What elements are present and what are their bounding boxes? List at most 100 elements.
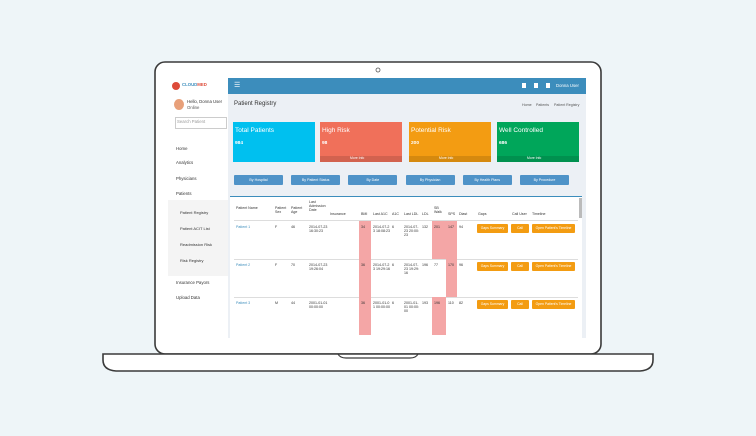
page-title: Patient Registry [234,101,277,107]
menu-item[interactable]: Physicians [176,176,197,181]
search-input[interactable]: Search Patient [175,117,227,129]
filter-label[interactable]: By Hospital [249,178,268,182]
header-rule [234,220,578,221]
stat-card [320,122,402,162]
menu-item[interactable]: Upload Data [176,295,200,300]
action-button[interactable] [511,224,529,233]
submenu-item[interactable]: Patient ACIT List [180,226,210,231]
table-cell: 2001-01-01 00:00:00 [404,301,419,314]
menu-item[interactable]: Patients [176,191,192,196]
action-button[interactable] [477,300,508,309]
table-cell: 6 [392,263,394,267]
table-cell: 2001-01-01 00:00:00 [373,301,390,310]
action-button[interactable] [511,262,529,271]
table-header: Patient Age [291,206,303,215]
patient-link[interactable]: Patient 2 [236,263,251,267]
stat-card [233,122,315,162]
table-cell: F [275,225,278,229]
action-label[interactable]: Gaps Summary [480,263,505,268]
action-label[interactable]: Call [517,301,523,306]
card-footer-link[interactable]: More Info [439,156,454,160]
patient-link[interactable]: Patient 1 [236,225,251,229]
card-footer-link[interactable]: More Info [527,156,542,160]
user-menu[interactable]: Donna User [556,83,579,88]
notif-icon[interactable] [534,83,538,88]
breadcrumb[interactable]: Home [522,103,532,107]
menu-item[interactable]: Analytics [176,160,194,165]
table-header: Gaps [478,212,487,216]
table-cell: 196 [422,263,428,267]
laptop-base [102,353,654,372]
action-button[interactable] [477,262,508,271]
action-button[interactable] [532,224,575,233]
filter-label[interactable]: By Physician [419,178,441,182]
status: Online [187,105,200,110]
menu-toggle[interactable]: ☰ [234,82,241,89]
filter-label[interactable]: By Patient Status [301,178,330,182]
table-header: Diast [459,212,468,216]
logo-icon [172,82,180,90]
highlight-cell [446,221,457,259]
table-cell: 170 [448,263,454,267]
table-header: Last LDL [404,212,419,216]
table-header: Last Admission Date [309,200,326,213]
row-rule [234,259,578,260]
filter-button[interactable] [234,175,283,185]
notif-icon[interactable] [546,83,550,88]
filter-button[interactable] [405,175,455,185]
table-cell: 44 [291,301,295,305]
table-cell: M [275,301,278,305]
table-cell: 2001-01-01 00:00:00 [309,301,328,310]
action-label[interactable]: Call [517,225,523,230]
action-button[interactable] [477,224,508,233]
stat-card [497,122,579,162]
highlight-cell [432,297,446,335]
submenu-item[interactable]: Readmission Risk [180,242,213,247]
notif-icon[interactable] [522,83,526,88]
action-button[interactable] [511,300,529,309]
filter-button[interactable] [291,175,341,185]
action-button[interactable] [532,300,575,309]
highlight-cell [359,221,371,259]
action-label[interactable]: Open Patient's Timeline [535,263,572,268]
submenu-item[interactable]: Patient Registry [180,210,209,215]
filter-label[interactable]: By Date [366,178,380,182]
card-title: Well Controlled [499,127,543,134]
table-header: Patient Name [236,206,258,210]
action-label[interactable]: Open Patient's Timeline [535,301,572,306]
filter-label[interactable]: By Procedure [533,178,556,182]
patient-link[interactable]: Patient 3 [236,301,251,305]
action-label[interactable]: Call [517,263,523,268]
submenu-item[interactable]: Risk Registry [180,258,204,263]
table-cell: 34 [361,225,365,229]
menu-item[interactable]: Insurance Payors [176,280,210,285]
filter-button[interactable] [348,175,398,185]
scrollbar[interactable] [579,198,582,218]
table-cell: 193 [422,301,428,305]
table-cell: 6 [392,225,394,229]
action-button[interactable] [532,262,575,271]
action-label[interactable]: Gaps Summary [480,301,505,306]
table-cell: 2014-07-23 19:29:16 [404,263,419,276]
card-value: 984 [235,141,244,146]
row-rule [234,297,578,298]
filter-button[interactable] [520,175,569,185]
table-cell: 36 [361,301,365,305]
card-footer-link[interactable]: More Info [350,156,365,160]
filter-label[interactable]: By Health Plans [474,178,501,182]
table-header: LDL [422,212,429,216]
table-header: Last A1C [373,212,388,216]
table-cell: 2014-07-23 20:00:23 [404,225,419,238]
filter-button[interactable] [462,175,512,185]
action-label[interactable]: Gaps Summary [480,225,505,230]
table-header: Insurance [330,212,346,216]
camera [375,67,381,73]
top-bar [168,78,586,94]
greeting: Hello, Donna User [187,99,223,104]
table-cell: 2014-07-23 16:30:23 [309,225,328,234]
action-label[interactable]: Open Patient's Timeline [535,225,572,230]
table-cell: 147 [448,225,454,229]
breadcrumb[interactable]: Patients [536,103,549,107]
menu-item[interactable]: Home [176,146,188,151]
